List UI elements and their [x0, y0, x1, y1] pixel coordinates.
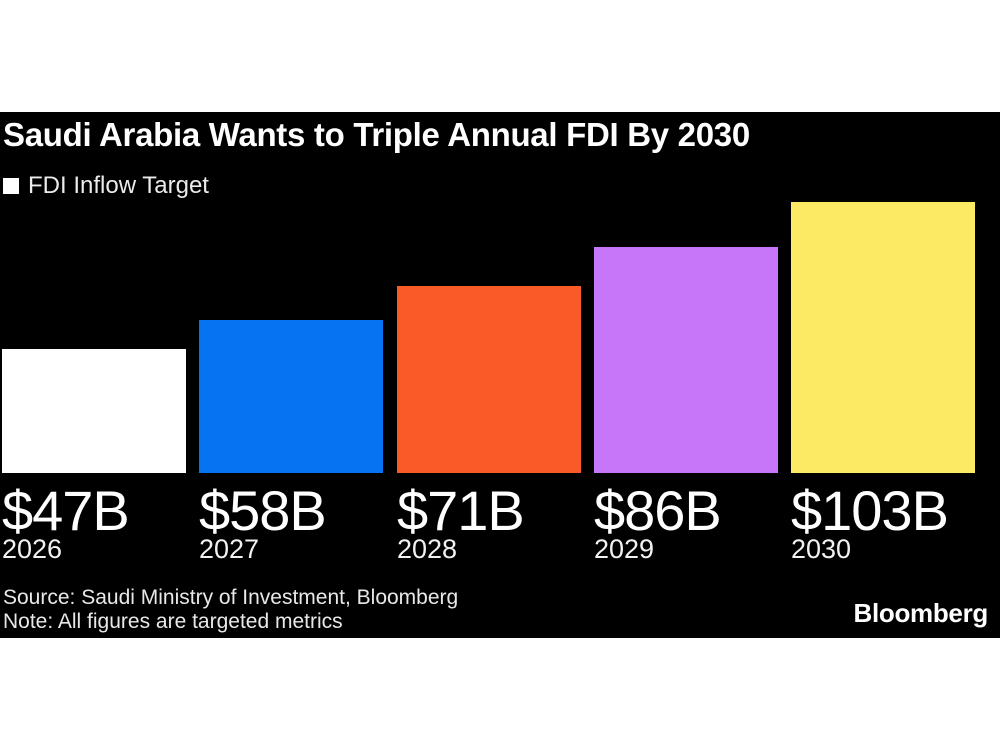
bar-2026: [2, 349, 186, 473]
bar-year-label: 2027: [199, 534, 260, 564]
bar-value-label: $103B: [791, 479, 949, 542]
bar-group-2026: $47B 2026: [2, 112, 186, 638]
bar-year-label: 2029: [594, 534, 655, 564]
bar-chart: $47B 2026 $58B 2027 $71B 2028 $86B 2029 …: [0, 112, 1000, 638]
bar-value-label: $71B: [397, 479, 525, 542]
legend: FDI Inflow Target: [3, 172, 209, 200]
bar-value-label: $47B: [2, 479, 130, 542]
note-line: Note: All figures are targeted metrics: [3, 610, 343, 633]
bar-2028: [397, 286, 581, 473]
bloomberg-logo: Bloomberg: [853, 598, 988, 628]
legend-label: FDI Inflow Target: [28, 172, 209, 199]
chart-panel: Saudi Arabia Wants to Triple Annual FDI …: [0, 112, 1000, 638]
bar-2027: [199, 320, 383, 473]
chart-title: Saudi Arabia Wants to Triple Annual FDI …: [3, 116, 750, 153]
bar-2030: [791, 202, 975, 473]
bar-value-label: $86B: [594, 479, 722, 542]
bar-value-label: $58B: [199, 479, 327, 542]
source-block: Source: Saudi Ministry of Investment, Bl…: [3, 586, 458, 634]
bar-group-2029: $86B 2029: [594, 112, 778, 638]
bar-year-label: 2030: [791, 534, 852, 564]
bar-group-2027: $58B 2027: [199, 112, 383, 638]
bar-year-label: 2028: [397, 534, 458, 564]
legend-swatch-icon: [3, 178, 19, 194]
bar-group-2028: $71B 2028: [397, 112, 581, 638]
bar-group-2030: $103B 2030: [791, 112, 975, 638]
bar-2029: [594, 247, 778, 473]
source-line: Source: Saudi Ministry of Investment, Bl…: [3, 586, 459, 609]
bar-year-label: 2026: [2, 534, 63, 564]
